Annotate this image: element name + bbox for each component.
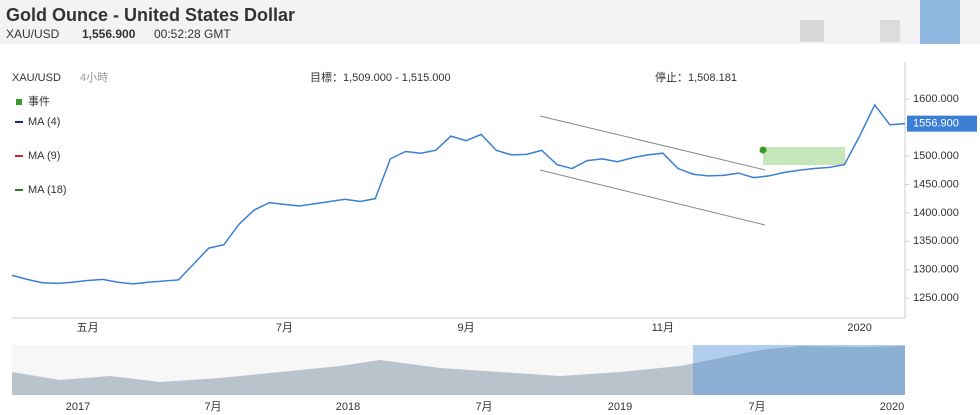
y-tick-label: 1450.000 — [913, 178, 959, 190]
y-tick-label: 1300.000 — [913, 264, 959, 276]
legend-label: 事件 — [28, 95, 50, 108]
blur — [920, 0, 960, 44]
symbol: XAU/USD — [6, 27, 60, 41]
y-tick-label: 1400.000 — [913, 207, 959, 219]
y-tick-label: 1500.000 — [913, 150, 959, 162]
stop: 停止：1,508.181 — [655, 70, 737, 84]
channel-line — [539, 115, 766, 171]
y-tick-label: 1250.000 — [913, 292, 959, 304]
target-zone — [763, 147, 845, 165]
event-marker — [759, 146, 767, 154]
navigator-label: 2018 — [336, 401, 360, 413]
current-price-box — [907, 115, 977, 132]
target: 目標：1,509.000 - 1,515.000 — [310, 70, 451, 84]
channel-line — [539, 169, 766, 226]
navigator-area — [12, 346, 905, 395]
blur — [880, 20, 900, 42]
legend-label: MA (4) — [28, 116, 60, 128]
x-tick-label: 五月 — [77, 322, 99, 334]
x-tick-label: 9月 — [458, 322, 475, 334]
price: 1,556.900 — [82, 27, 136, 41]
navigator-label: 2019 — [608, 401, 632, 413]
navigator-label: 7月 — [475, 401, 492, 413]
navigator-label: 7月 — [204, 401, 221, 413]
y-tick-label: 1350.000 — [913, 235, 959, 247]
title: Gold Ounce - United States Dollar — [6, 5, 295, 25]
navigator-label: 2020 — [880, 401, 904, 413]
price-line — [11, 103, 906, 285]
legend-label: MA (18) — [28, 184, 67, 196]
blur — [800, 20, 824, 42]
x-tick-label: 7月 — [276, 322, 293, 334]
x-tick-label: 2020 — [847, 322, 871, 334]
y-tick-label: 1600.000 — [913, 93, 959, 105]
current-price: 1556.900 — [913, 118, 959, 130]
symbol: XAU/USD — [12, 72, 61, 84]
time: 00:52:28 GMT — [154, 27, 231, 41]
navigator-window[interactable] — [693, 345, 905, 395]
interval[interactable]: 4小時 — [80, 71, 108, 84]
legend-swatch — [16, 99, 22, 105]
navigator-label: 2017 — [66, 401, 90, 413]
legend-label: MA (9) — [28, 150, 60, 162]
navigator-label: 7月 — [748, 401, 765, 413]
x-tick-label: 11月 — [652, 322, 674, 334]
